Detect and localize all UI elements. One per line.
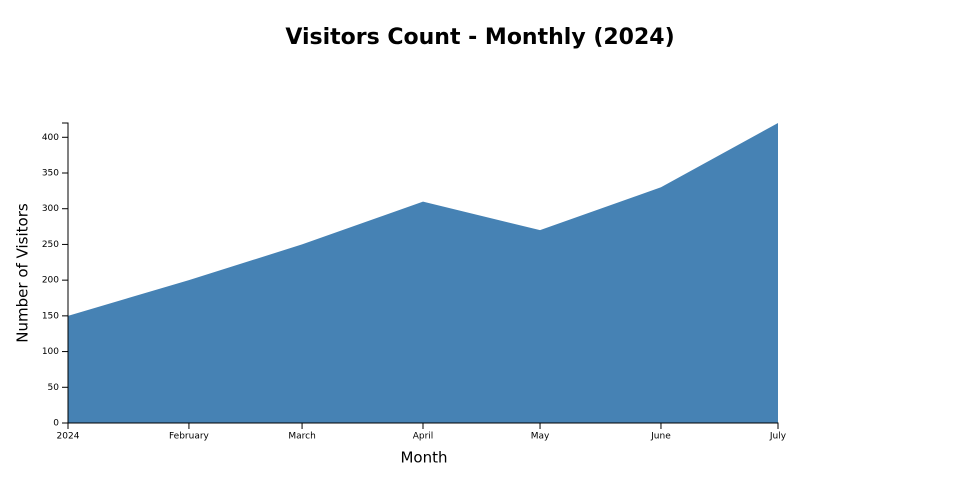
y-tick-label: 400 <box>42 133 59 143</box>
x-tick-label: April <box>413 432 434 442</box>
x-tick-label: July <box>769 432 787 442</box>
x-tick-label: 2024 <box>57 432 80 442</box>
y-tick-label: 250 <box>42 240 59 250</box>
chart-title: Visitors Count - Monthly (2024) <box>285 25 674 50</box>
x-tick-label: February <box>169 432 210 442</box>
area <box>68 123 778 423</box>
y-tick-label: 350 <box>42 169 59 179</box>
y-axis-line <box>62 122 69 424</box>
y-tick-label: 300 <box>42 204 59 214</box>
y-tick-label: 100 <box>42 347 59 357</box>
y-tick-label: 0 <box>53 419 59 429</box>
x-tick-label: June <box>650 432 671 442</box>
y-tick-label: 50 <box>48 383 60 393</box>
x-axis-label: Month <box>400 449 447 467</box>
y-axis-label: Number of Visitors <box>14 203 32 343</box>
x-tick-label: May <box>531 432 550 442</box>
y-tick-label: 200 <box>42 276 59 286</box>
y-tick-label: 150 <box>42 311 59 321</box>
x-tick-label: March <box>288 432 315 442</box>
